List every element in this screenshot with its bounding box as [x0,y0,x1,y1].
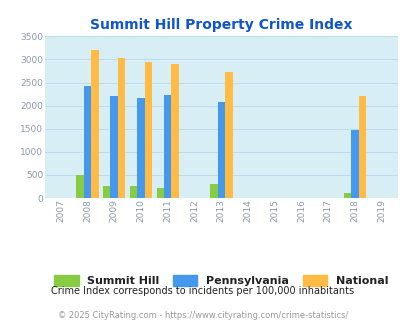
Bar [209,184,217,198]
Bar [217,102,224,198]
Bar [91,50,98,198]
Bar [83,86,91,198]
Bar [350,130,358,198]
Bar [171,64,179,198]
Bar [358,96,365,198]
Bar [144,62,152,198]
Bar [76,175,83,198]
Bar [110,96,118,198]
Bar [343,193,350,198]
Legend: Summit Hill, Pennsylvania, National: Summit Hill, Pennsylvania, National [51,272,391,289]
Title: Summit Hill Property Crime Index: Summit Hill Property Crime Index [90,18,352,32]
Text: Crime Index corresponds to incidents per 100,000 inhabitants: Crime Index corresponds to incidents per… [51,286,354,296]
Bar [118,57,125,198]
Bar [137,98,145,198]
Bar [164,95,171,198]
Bar [103,186,110,198]
Bar [130,186,137,198]
Bar [224,72,232,198]
Bar [156,187,164,198]
Text: © 2025 CityRating.com - https://www.cityrating.com/crime-statistics/: © 2025 CityRating.com - https://www.city… [58,312,347,320]
